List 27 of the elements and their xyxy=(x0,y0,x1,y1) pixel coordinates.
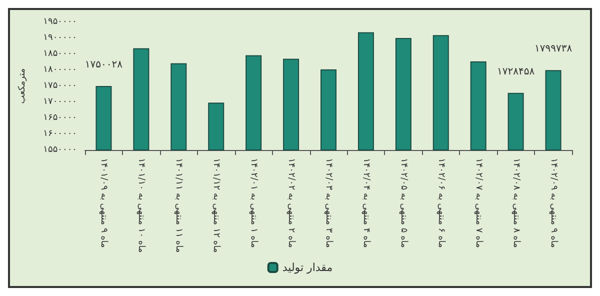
x-tick-label: ماه ۱۰ منتهی به ۱۴۰۱/۱۰ xyxy=(136,158,146,253)
y-tick-label: ۱۶۵۰۰۰۰ xyxy=(43,113,77,123)
x-tick-label: ماه ۴ منتهی به ۱۴۰۲/۰۴ xyxy=(360,158,371,248)
y-axis-title: مترمکعب xyxy=(18,68,28,104)
y-tick-label: ۱۹۰۰۰۰۰ xyxy=(43,33,77,43)
data-label: ۱۷۲۸۴۵۸ xyxy=(497,66,536,78)
y-tick-label: ۱۸۵۰۰۰۰ xyxy=(43,49,77,59)
y-tick-label: ۱۹۵۰۰۰۰ xyxy=(43,17,77,27)
legend-label: مقدار تولید xyxy=(282,261,333,274)
y-tick-label: ۱۵۵۰۰۰۰ xyxy=(43,145,77,155)
x-tick-label: ماه ۱ منتهی به ۱۴۰۲/۰۱ xyxy=(248,158,259,248)
x-tick-label: ماه ۱۱ منتهی به ۱۴۰۱/۱۱ xyxy=(174,158,184,253)
y-tick-label: ۱۷۰۰۰۰۰ xyxy=(43,97,77,107)
x-tick-label: ماه ۵ منتهی به ۱۴۰۲/۰۵ xyxy=(398,158,408,248)
y-tick-label: ۱۷۵۰۰۰۰ xyxy=(43,81,77,91)
x-tick-label: ماه ۳ منتهی به ۱۴۰۲/۰۳ xyxy=(324,158,334,248)
x-tick-label: ماه ۲ منتهی به ۱۴۰۲/۰۲ xyxy=(286,158,296,248)
x-tick-label: ماه ۸ منتهی به ۱۴۰۲/۰۸ xyxy=(510,158,521,248)
x-tick-label: ماه ۶ منتهی به ۱۴۰۲/۰۶ xyxy=(436,158,446,248)
y-tick-label: ۱۶۰۰۰۰۰ xyxy=(43,129,77,139)
x-tick-label: ماه ۹ منتهی به ۱۴۰۱/۰۹ xyxy=(98,158,109,248)
x-tick-label: ماه ۹ منتهی به ۱۴۰۲/۰۹ xyxy=(548,158,558,248)
x-tick-label: ماه ۷ منتهی به ۱۴۰۲/۰۷ xyxy=(473,158,484,248)
y-tick-label: ۱۸۰۰۰۰۰ xyxy=(43,65,77,75)
data-label: ۱۷۹۹۷۳۸ xyxy=(534,44,573,55)
data-label: ۱۷۵۰۰۲۸ xyxy=(84,59,124,70)
x-tick-label: ماه ۱۲ منتهی به ۱۴۰۱/۱۲ xyxy=(211,158,222,253)
